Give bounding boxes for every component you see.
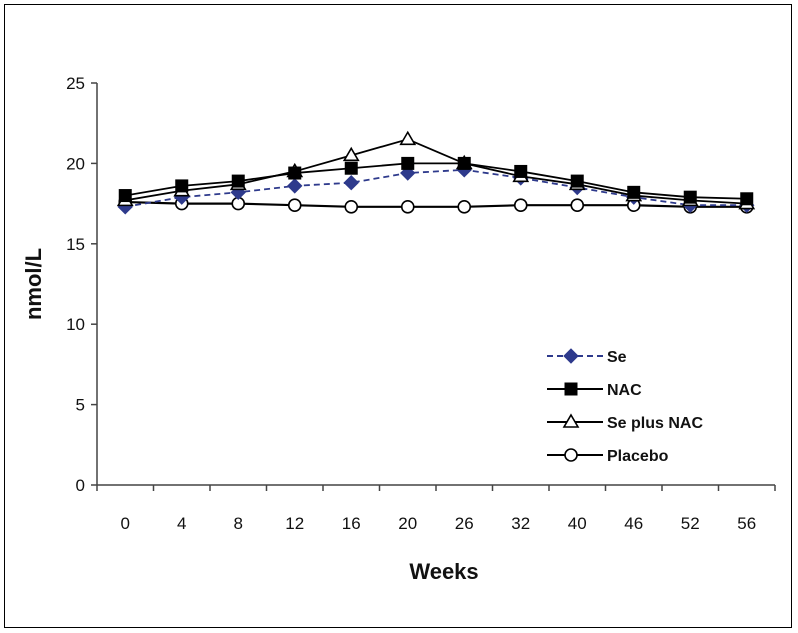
y-axis-title: nmol/L	[21, 248, 46, 320]
data-point-placebo	[400, 200, 415, 214]
legend-label: NAC	[607, 382, 642, 399]
legend-label: Se plus NAC	[607, 415, 703, 432]
y-tick-label: 5	[76, 396, 85, 415]
series-layer	[116, 130, 756, 215]
legend-item-nac: NAC	[547, 382, 642, 399]
series-line-nac	[125, 162, 747, 200]
data-point-placebo	[287, 198, 302, 213]
legend-label: Se	[607, 349, 627, 366]
series-line-placebo	[125, 200, 747, 208]
x-tick-label: 40	[568, 514, 587, 533]
series-se-plus-nac	[116, 130, 756, 210]
data-point-placebo	[344, 200, 359, 214]
series-nac	[118, 156, 754, 206]
legend-label: Placebo	[607, 448, 669, 465]
data-point-nac	[401, 156, 415, 170]
legend: Se NAC Se plus NAC Placebo	[547, 348, 703, 465]
x-tick-label: 46	[624, 514, 643, 533]
x-axis-title: Weeks	[409, 559, 478, 584]
series-placebo	[118, 195, 754, 214]
data-point-se-plus-nac	[342, 146, 360, 162]
y-tick-label: 15	[66, 235, 85, 254]
data-point-placebo	[457, 200, 472, 214]
data-point-nac	[570, 174, 584, 188]
line-chart: 0 5 10 15 20 25 0 4 8 12 16 20 26 32 40 46 52 56 Se NAC Se …	[21, 74, 776, 584]
legend-item-se-plus-nac: Se plus NAC	[547, 413, 703, 432]
data-point-nac	[683, 190, 697, 204]
data-point-nac	[175, 179, 189, 193]
data-point-se	[343, 174, 359, 191]
data-point-nac	[457, 156, 471, 170]
x-tick-label: 52	[681, 514, 700, 533]
legend-swatch-marker	[563, 348, 579, 364]
x-tick-label: 16	[342, 514, 361, 533]
y-tick-label: 25	[66, 74, 85, 93]
data-point-nac	[627, 185, 641, 199]
data-point-nac	[231, 174, 245, 188]
x-tick-label: 20	[398, 514, 417, 533]
series-line-se	[125, 168, 747, 208]
series-line-se-plus-nac	[125, 138, 747, 205]
legend-item-placebo: Placebo	[547, 448, 669, 465]
y-tick-label: 20	[66, 154, 85, 173]
legend-swatch-marker	[562, 413, 580, 428]
x-tick-label: 12	[285, 514, 304, 533]
axes: 0 5 10 15 20 25 0 4 8 12 16 20 26 32 40 46 52 56	[66, 74, 776, 533]
legend-swatch-marker	[564, 448, 578, 462]
x-tick-label: 56	[737, 514, 756, 533]
x-tick-label: 4	[177, 514, 186, 533]
legend-item-se: Se	[547, 348, 627, 366]
chart-frame: 0 5 10 15 20 25 0 4 8 12 16 20 26 32 40 46 52 56 Se NAC Se …	[4, 4, 792, 628]
data-point-nac	[344, 161, 358, 175]
data-point-se	[287, 178, 303, 194]
y-tick-label: 10	[66, 315, 85, 334]
legend-swatch-marker	[564, 382, 578, 396]
x-tick-label: 32	[511, 514, 530, 533]
data-point-nac	[514, 164, 528, 178]
y-tick-label: 0	[76, 476, 85, 495]
x-tick-label: 8	[234, 514, 243, 533]
data-point-nac	[288, 166, 302, 180]
data-point-se-plus-nac	[399, 130, 417, 146]
data-point-placebo	[570, 198, 585, 213]
x-tick-label: 0	[121, 514, 130, 533]
data-point-nac	[740, 192, 754, 206]
data-point-placebo	[513, 198, 528, 213]
x-tick-label: 26	[455, 514, 474, 533]
data-point-nac	[118, 189, 132, 203]
